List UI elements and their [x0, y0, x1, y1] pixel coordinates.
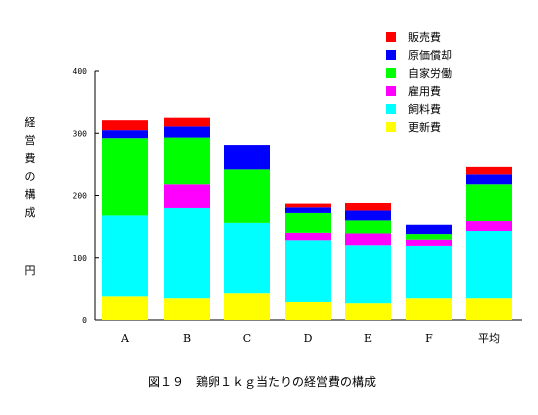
y-axis-title-char: 費 [25, 151, 36, 165]
bar-segment [285, 232, 331, 241]
bar-segment [345, 210, 391, 221]
bar-segment [345, 303, 391, 320]
bar-segment [102, 120, 148, 131]
bar-segment [164, 137, 210, 185]
bar-segment [102, 215, 148, 297]
y-tick-label: 200 [73, 192, 88, 201]
bar-segment [466, 230, 512, 299]
x-tick-label: A [120, 332, 130, 345]
bar-segment [406, 239, 452, 246]
bar-segment [164, 126, 210, 138]
bar-segment [466, 174, 512, 185]
y-axis-title-char: の [25, 170, 36, 183]
bar-segment [224, 222, 270, 294]
y-axis-title-char: 構 [25, 188, 36, 201]
bar-segment [406, 245, 452, 299]
bar-segment [102, 296, 148, 320]
bar-segment [164, 184, 210, 208]
legend-entry: 販売費 [408, 30, 441, 44]
y-axis-unit: 円 [25, 264, 36, 277]
x-tick-label: C [243, 332, 251, 345]
x-tick-label: E [364, 332, 372, 345]
bar-segment [224, 145, 270, 170]
y-axis-title-char: 営 [25, 133, 36, 147]
bar-segment [164, 207, 210, 299]
x-tick-label: F [425, 332, 433, 345]
bar-segment [285, 207, 331, 213]
y-tick-label: 400 [73, 67, 88, 76]
legend-swatch [386, 86, 396, 96]
y-axis-title-char: 成 [25, 206, 36, 219]
bar-segment [224, 293, 270, 320]
legend-entry: 飼料費 [408, 102, 441, 116]
bar-segment [345, 220, 391, 234]
legend-entry: 更新費 [408, 120, 441, 134]
legend-swatch [386, 50, 396, 60]
bar-segment [164, 117, 210, 127]
bar-segment [406, 298, 452, 320]
y-tick-label: 300 [73, 129, 88, 138]
figure-caption: 図１９ 鶏卵１ｋｇ当たりの経営費の構成 [148, 374, 376, 389]
bar-segment [224, 169, 270, 223]
bar-segment [102, 138, 148, 216]
legend-entry: 自家労働 [408, 66, 452, 80]
y-tick-labels: 0 100 200 300 400 [73, 67, 88, 325]
legend-swatch [386, 32, 396, 42]
x-tick-label: B [183, 332, 191, 345]
bar-segment [466, 221, 512, 231]
legend-swatch [386, 68, 396, 78]
x-tick-label: 平均 [478, 332, 500, 345]
bar-segment [406, 234, 452, 240]
bar-segment [466, 166, 512, 175]
bar-segment [285, 301, 331, 320]
bar-segment [345, 245, 391, 304]
y-tick-label: 0 [82, 316, 87, 325]
bar-segment [466, 298, 512, 320]
x-tick-label: D [304, 332, 313, 345]
bars [102, 117, 512, 320]
x-tick-labels: A B C D E F 平均 [120, 332, 500, 345]
legend-swatch [386, 104, 396, 114]
bar-segment [466, 184, 512, 222]
bar-segment [285, 240, 331, 302]
bar-segment [285, 203, 331, 208]
y-tick-label: 100 [73, 254, 88, 263]
legend-entry: 雇用費 [408, 84, 441, 98]
legend-entry: 原価償却 [408, 48, 452, 62]
bar-segment [164, 298, 210, 320]
bar-segment [406, 224, 452, 235]
legend-swatch [386, 122, 396, 132]
bar-segment [345, 202, 391, 211]
y-axis-title-char: 経 [25, 116, 36, 129]
bar-segment [285, 212, 331, 233]
bar-segment [102, 130, 148, 139]
bar-segment [345, 233, 391, 246]
